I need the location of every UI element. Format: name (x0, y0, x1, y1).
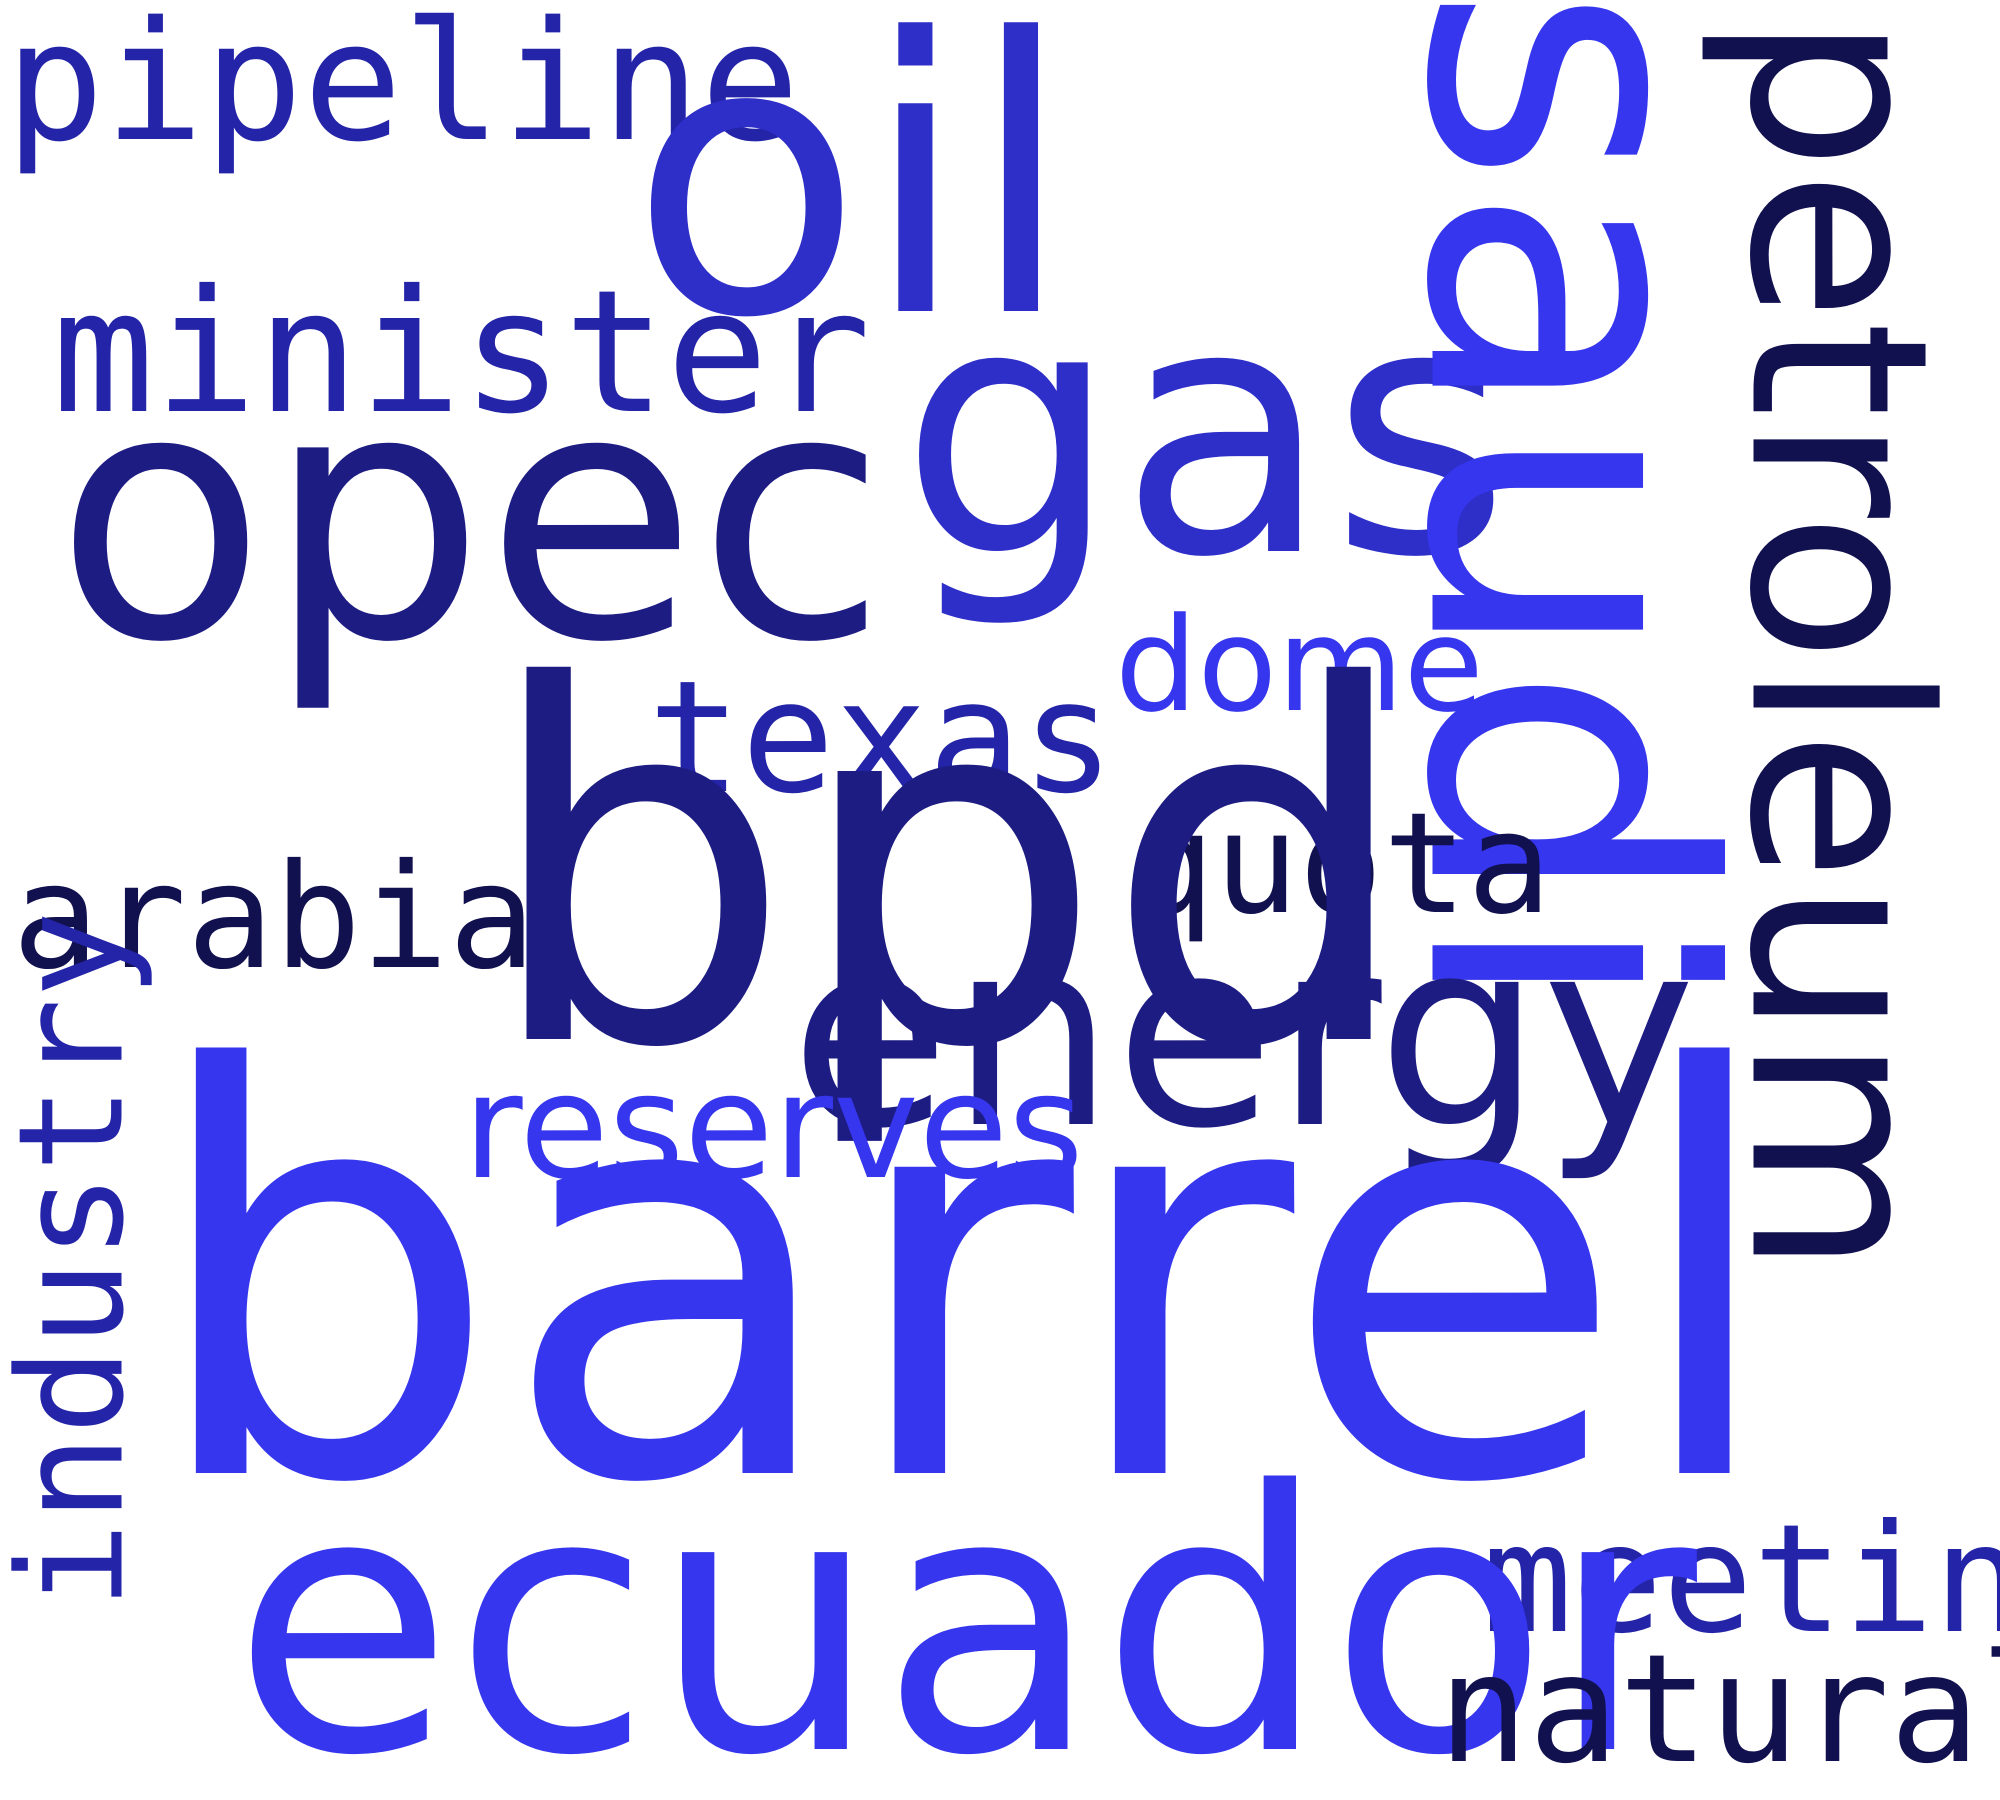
word-opec: opec (55, 317, 888, 718)
word-arabia: arabia (12, 833, 536, 1002)
word-oil: oil (630, 0, 1074, 401)
word-dome: dome (1115, 589, 1484, 741)
word-industry: industry (0, 910, 157, 1610)
word-gas: gas (900, 232, 1511, 633)
word-natural: natural (1438, 1623, 2000, 1797)
word-pipeline: pipeline (5, 0, 800, 178)
word-minister: minister (52, 254, 871, 452)
word-meeting: meeting (1482, 1493, 2000, 1667)
word-quota: quota (1130, 783, 1552, 946)
word-texas: texas (648, 647, 1115, 828)
word-bpd: bpd (482, 584, 1416, 1155)
word-barrel: barrel (145, 954, 1783, 1606)
word-reserves: reserves (463, 1043, 1084, 1212)
word-ecuador: ecuador (232, 1415, 1697, 1800)
word-energy: energy (790, 884, 1696, 1186)
